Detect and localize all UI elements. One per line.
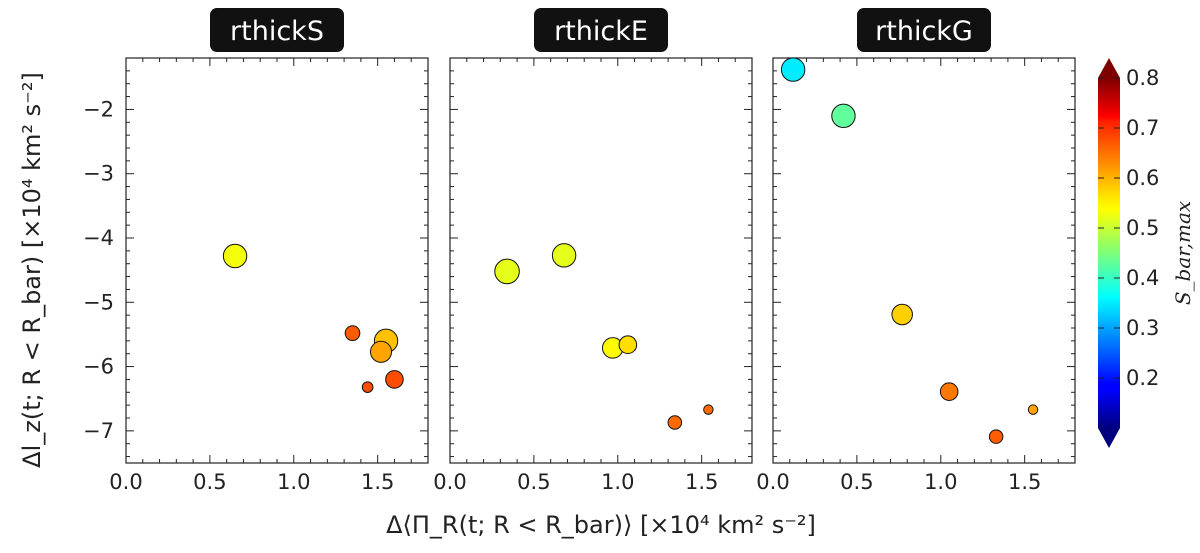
panel-rthickG: rthickG 0.0 0.5 1.0 1.5 (756, 8, 1076, 494)
data-point (780, 57, 806, 82)
colorbar-tick-label: 0.6 (1126, 166, 1159, 190)
x-tick-label: 0.5 (193, 470, 226, 494)
colorbar-gradient (1098, 78, 1120, 428)
axis-labels: Δ⟨Π_R(t; R < R_bar)⟩ [×10⁴ km² s⁻²] Δl_z(… (18, 72, 816, 539)
y-tick-label: −7 (83, 419, 114, 443)
colorbar: 0.2 0.3 0.4 0.5 0.6 0.7 0.8 S_bar,max (1098, 58, 1195, 448)
y-tick-label: −4 (83, 226, 114, 250)
x-tick-label: 1.5 (1008, 470, 1041, 494)
x-tick-label: 0.0 (433, 470, 466, 494)
x-tick-label: 0.0 (756, 470, 789, 494)
x-tick-label: 1.0 (924, 470, 957, 494)
panels-layer: rthickS 0.0 0.5 1.0 1.5 −2 −3 −4 −5 −6 −7 rthickE 0.… (83, 8, 1076, 494)
x-tick-label: 1.5 (685, 470, 718, 494)
colorbar-tick-label: 0.5 (1126, 216, 1159, 240)
x-tick-label: 1.0 (601, 470, 634, 494)
x-tick-label: 0.5 (840, 470, 873, 494)
data-point (385, 370, 404, 389)
data-point (703, 404, 714, 415)
panel-frame (125, 57, 429, 464)
colorbar-tick-label: 0.7 (1126, 116, 1159, 140)
data-point (667, 415, 683, 430)
colorbar-extend-min (1098, 428, 1120, 448)
panel-frame (449, 57, 753, 464)
data-point (344, 325, 361, 341)
y-tick-label: −5 (83, 290, 114, 314)
panel-title: rthickE (534, 8, 668, 52)
y-tick-label: −2 (83, 97, 114, 121)
colorbar-tick-label: 0.8 (1126, 66, 1159, 90)
colorbar-tick-label: 0.4 (1126, 266, 1159, 290)
colorbar-tick-label: 0.2 (1126, 366, 1159, 390)
panel-title-text: rthickE (554, 16, 648, 47)
colorbar-extend-max (1098, 58, 1120, 78)
data-point (1027, 404, 1039, 415)
panel-title-text: rthickG (875, 16, 973, 47)
colorbar-tick-label: 0.3 (1126, 316, 1159, 340)
data-point (831, 103, 856, 129)
data-point (618, 335, 638, 355)
x-tick-label: 0.5 (517, 470, 550, 494)
panel-rthickE: rthickE 0.0 0.5 1.0 1.5 (433, 8, 753, 494)
x-tick-label: 0.0 (109, 470, 142, 494)
panel-frame (772, 57, 1076, 464)
panel-title: rthickG (857, 8, 991, 52)
data-point (939, 382, 959, 401)
panel-title: rthickS (210, 8, 344, 52)
y-tick-label: −3 (83, 162, 114, 186)
data-point (988, 429, 1004, 444)
data-point (222, 243, 248, 269)
x-axis-label: Δ⟨Π_R(t; R < R_bar)⟩ [×10⁴ km² s⁻²] (386, 511, 816, 539)
data-point (551, 243, 577, 268)
data-point (361, 381, 374, 393)
x-tick-label: 1.0 (277, 470, 310, 494)
colorbar-label: S_bar,max (1171, 201, 1195, 305)
panel-rthickS: rthickS 0.0 0.5 1.0 1.5 −2 −3 −4 −5 −6 −7 (83, 8, 429, 494)
data-point (891, 303, 913, 326)
y-axis-label: Δl_z(t; R < R_bar) [×10⁴ km² s⁻²] (18, 72, 46, 468)
x-tick-label: 1.5 (361, 470, 394, 494)
y-tick-label: −6 (83, 355, 114, 379)
data-point (494, 258, 520, 285)
panel-title-text: rthickS (230, 16, 324, 47)
data-point (369, 340, 393, 363)
